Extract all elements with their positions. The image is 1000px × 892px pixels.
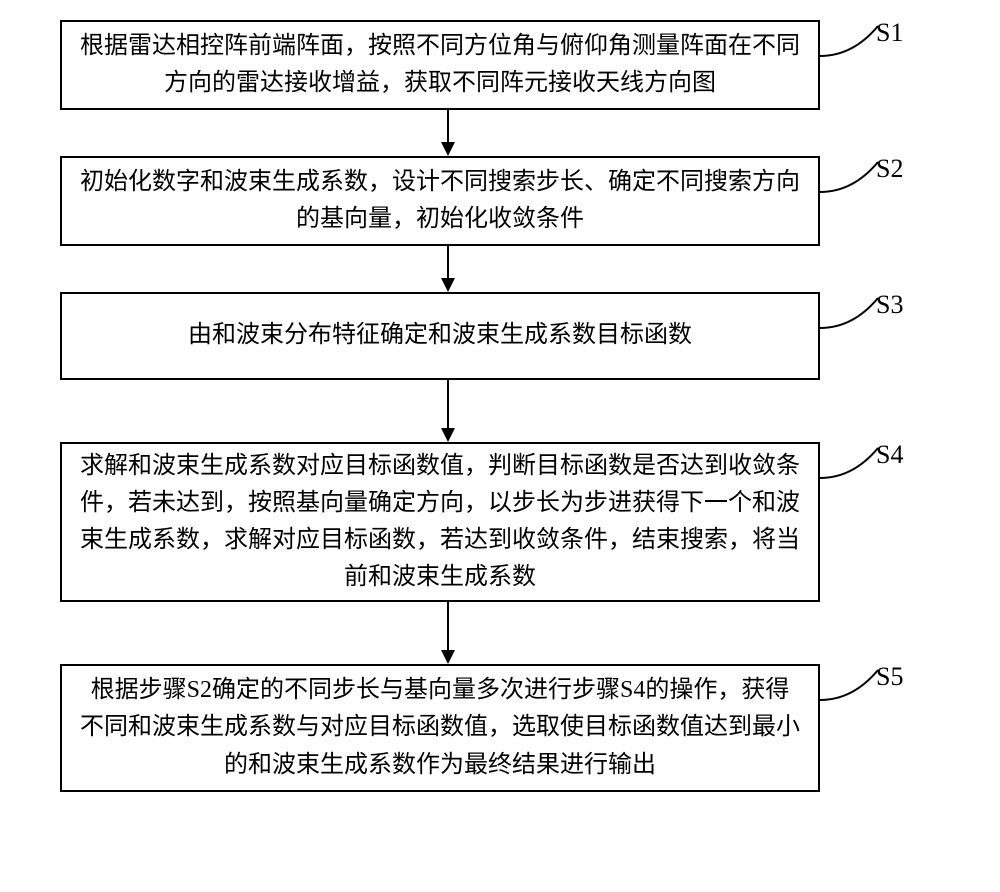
step-label: S3 <box>876 290 903 320</box>
step-row: 根据雷达相控阵前端阵面，按照不同方位角与俯仰角测量阵面在不同 方向的雷达接收增益… <box>60 20 1000 110</box>
arrow-down-icon <box>436 246 460 292</box>
step-row: 求解和波束生成系数对应目标函数值，判断目标函数是否达到收敛条 件，若未达到，按照… <box>60 442 1000 602</box>
connector-curve-icon <box>820 156 880 196</box>
step-label-wrap: S5 <box>820 664 940 704</box>
step-text: 初始化数字和波束生成系数，设计不同搜索步长、确定不同搜索方向 的基向量，初始化收… <box>80 164 800 238</box>
step-text: 由和波束分布特征确定和波束生成系数目标函数 <box>188 317 692 354</box>
step-label-wrap: S1 <box>820 20 940 60</box>
step-label-wrap: S4 <box>820 442 940 482</box>
arrow-down-icon <box>436 602 460 664</box>
step-label: S1 <box>876 18 903 48</box>
connector-curve-icon <box>820 442 880 482</box>
step-label: S5 <box>876 662 903 692</box>
step-text: 求解和波束生成系数对应目标函数值，判断目标函数是否达到收敛条 件，若未达到，按照… <box>80 448 800 597</box>
step-box: 初始化数字和波束生成系数，设计不同搜索步长、确定不同搜索方向 的基向量，初始化收… <box>60 156 820 246</box>
step-row: 初始化数字和波束生成系数，设计不同搜索步长、确定不同搜索方向 的基向量，初始化收… <box>60 156 1000 246</box>
step-label-wrap: S2 <box>820 156 940 196</box>
step-label: S4 <box>876 440 903 470</box>
flowchart-container: 根据雷达相控阵前端阵面，按照不同方位角与俯仰角测量阵面在不同 方向的雷达接收增益… <box>0 0 1000 892</box>
step-row: 由和波束分布特征确定和波束生成系数目标函数 S3 <box>60 292 1000 380</box>
connector-curve-icon <box>820 292 880 332</box>
step-label-wrap: S3 <box>820 292 940 332</box>
step-box: 由和波束分布特征确定和波束生成系数目标函数 <box>60 292 820 380</box>
connector-curve-icon <box>820 20 880 60</box>
step-text: 根据步骤S2确定的不同步长与基向量多次进行步骤S4的操作，获得 不同和波束生成系… <box>80 672 800 784</box>
step-box: 求解和波束生成系数对应目标函数值，判断目标函数是否达到收敛条 件，若未达到，按照… <box>60 442 820 602</box>
step-text: 根据雷达相控阵前端阵面，按照不同方位角与俯仰角测量阵面在不同 方向的雷达接收增益… <box>80 28 800 102</box>
arrow-down-icon <box>436 110 460 156</box>
step-label: S2 <box>876 154 903 184</box>
connector-curve-icon <box>820 664 880 704</box>
step-box: 根据雷达相控阵前端阵面，按照不同方位角与俯仰角测量阵面在不同 方向的雷达接收增益… <box>60 20 820 110</box>
step-box: 根据步骤S2确定的不同步长与基向量多次进行步骤S4的操作，获得 不同和波束生成系… <box>60 664 820 792</box>
arrow-down-icon <box>436 380 460 442</box>
step-row: 根据步骤S2确定的不同步长与基向量多次进行步骤S4的操作，获得 不同和波束生成系… <box>60 664 1000 792</box>
